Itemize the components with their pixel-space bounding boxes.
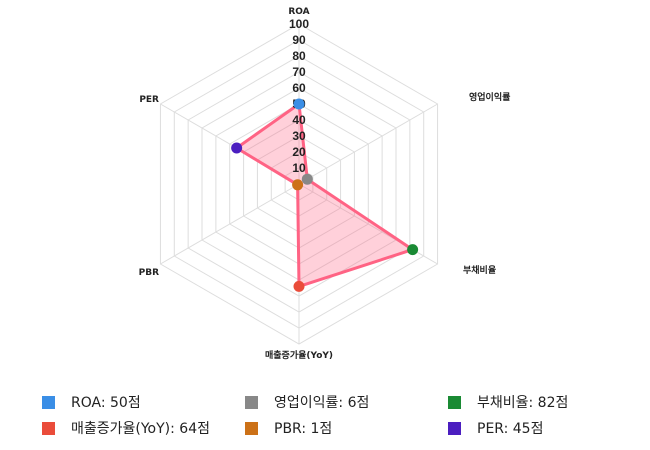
legend-swatch [42,395,55,409]
data-point [293,280,305,292]
r-tick-label: 20 [292,145,306,159]
legend-item-per[interactable]: PER: 45점 [448,418,628,438]
axis-label: PBR [139,268,159,278]
legend-label: 부채비율: 82점 [477,395,569,411]
r-tick-label: 100 [289,17,309,31]
data-point [292,179,304,191]
r-tick-label: 70 [292,65,306,79]
legend-swatch [245,421,258,435]
axis-label: 매출증가율(YoY) [265,349,333,361]
radar-chart: 102030405060708090100ROA영업이익률부채비율매출증가율(Y… [139,7,511,361]
legend-item-revenue-growth[interactable]: 매출증가율(YoY): 64점 [42,418,245,438]
grid-spoke [160,183,300,265]
data-point [407,244,419,256]
legend-label: 영업이익률: 6점 [274,395,370,411]
axis-label: 부채비율 [463,264,496,276]
legend-swatch [448,421,461,435]
r-tick-label: 40 [292,113,306,127]
r-tick-label: 30 [292,129,306,143]
legend-label: PER: 45점 [477,421,544,437]
data-point [231,142,243,154]
legend-label: ROA: 50점 [71,395,141,411]
data-point [293,98,305,110]
legend-item-debt-ratio[interactable]: 부채비율: 82점 [448,392,628,412]
grid-spoke [298,103,438,185]
data-point [301,173,313,185]
legend-label: PBR: 1점 [274,421,333,437]
r-tick-label: 80 [292,49,306,63]
r-tick-label: 60 [292,81,306,95]
legend-swatch [448,395,461,409]
legend: ROA: 50점 영업이익률: 6점 부채비율: 82점 매출증가율(YoY):… [42,392,622,438]
axis-label: 영업이익률 [469,91,510,103]
legend-swatch [245,395,258,409]
legend-item-operating-margin[interactable]: 영업이익률: 6점 [245,392,448,412]
axis-label: ROA [288,7,309,17]
legend-item-pbr[interactable]: PBR: 1점 [245,418,448,438]
axis-label: PER [139,95,159,105]
legend-item-roa[interactable]: ROA: 50점 [42,392,245,412]
legend-swatch [42,421,55,435]
r-tick-label: 10 [292,161,306,175]
legend-label: 매출증가율(YoY): 64점 [71,421,210,437]
r-tick-label: 90 [292,33,306,47]
